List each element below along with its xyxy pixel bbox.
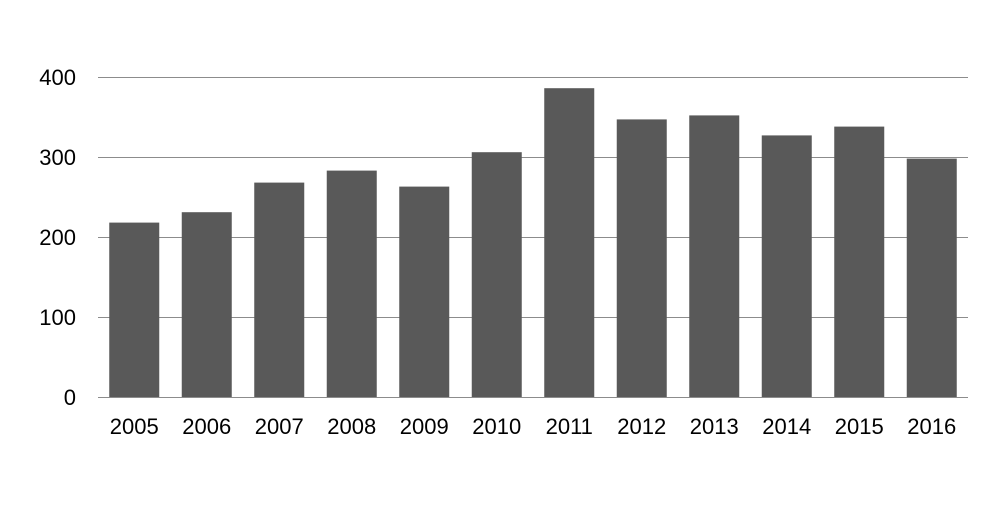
x-axis-tick-labels: 2005 2006 2007 2008 2009 2010 2011 2012 2013 2014… bbox=[110, 414, 956, 439]
bar-2007 bbox=[254, 183, 304, 397]
x-tick-label: 2008 bbox=[327, 414, 376, 439]
x-tick-label: 2010 bbox=[472, 414, 521, 439]
x-tick-label: 2011 bbox=[546, 414, 593, 439]
y-tick-label: 400 bbox=[39, 65, 76, 90]
bar-2010 bbox=[472, 152, 522, 397]
x-tick-label: 2006 bbox=[182, 414, 231, 439]
bar-2014 bbox=[762, 135, 812, 397]
x-tick-label: 2013 bbox=[690, 414, 739, 439]
x-tick-label: 2015 bbox=[835, 414, 884, 439]
y-tick-label: 200 bbox=[39, 225, 76, 250]
y-tick-label: 100 bbox=[39, 305, 76, 330]
x-tick-label: 2012 bbox=[617, 414, 666, 439]
bar-2006 bbox=[182, 212, 232, 397]
bar-2015 bbox=[834, 127, 884, 397]
x-tick-label: 2014 bbox=[762, 414, 811, 439]
x-tick-label: 2005 bbox=[110, 414, 159, 439]
bar-2012 bbox=[617, 119, 667, 397]
bar-2013 bbox=[689, 115, 739, 397]
x-tick-label: 2016 bbox=[907, 414, 956, 439]
bar-2016 bbox=[907, 159, 957, 397]
x-tick-label: 2007 bbox=[255, 414, 304, 439]
bar-2005 bbox=[109, 223, 159, 397]
bar-2008 bbox=[327, 171, 377, 397]
bar-2011 bbox=[544, 88, 594, 397]
y-tick-label: 0 bbox=[64, 385, 76, 410]
bars bbox=[109, 88, 957, 397]
bar-2009 bbox=[399, 187, 449, 397]
x-tick-label: 2009 bbox=[400, 414, 449, 439]
y-tick-label: 300 bbox=[39, 145, 76, 170]
y-axis-tick-labels: 0 100 200 300 400 bbox=[39, 65, 76, 410]
